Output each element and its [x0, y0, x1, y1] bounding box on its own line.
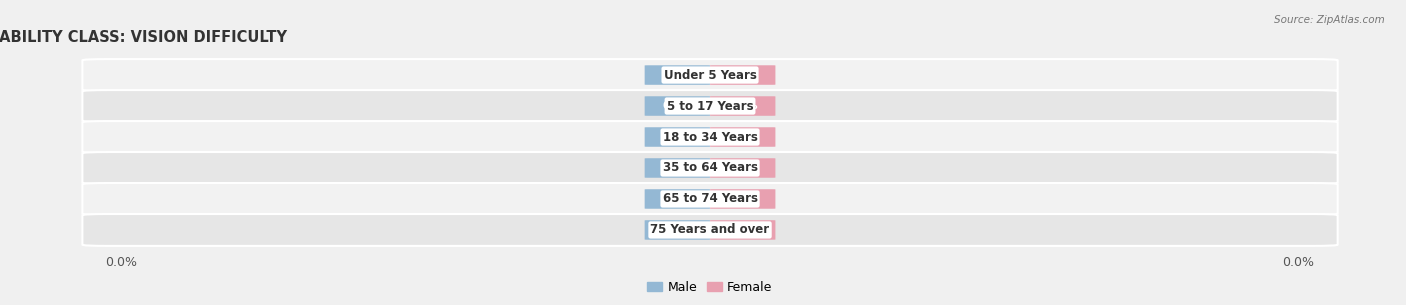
- FancyBboxPatch shape: [644, 127, 710, 147]
- FancyBboxPatch shape: [644, 158, 710, 178]
- FancyBboxPatch shape: [83, 90, 1337, 122]
- Text: 0.0%: 0.0%: [662, 101, 693, 111]
- FancyBboxPatch shape: [83, 183, 1337, 215]
- Text: 0.0%: 0.0%: [727, 194, 758, 204]
- Text: 0.0%: 0.0%: [662, 70, 693, 80]
- FancyBboxPatch shape: [644, 189, 710, 209]
- Legend: Male, Female: Male, Female: [643, 275, 778, 299]
- FancyBboxPatch shape: [710, 65, 776, 85]
- Text: 0.0%: 0.0%: [727, 163, 758, 173]
- Text: 0.0%: 0.0%: [662, 132, 693, 142]
- FancyBboxPatch shape: [710, 158, 776, 178]
- Text: 5 to 17 Years: 5 to 17 Years: [666, 99, 754, 113]
- Text: 0.0%: 0.0%: [662, 225, 693, 235]
- FancyBboxPatch shape: [644, 220, 710, 240]
- Text: 0.0%: 0.0%: [662, 163, 693, 173]
- Text: 18 to 34 Years: 18 to 34 Years: [662, 131, 758, 144]
- FancyBboxPatch shape: [83, 152, 1337, 184]
- FancyBboxPatch shape: [83, 121, 1337, 153]
- FancyBboxPatch shape: [644, 65, 710, 85]
- Text: DISABILITY CLASS: VISION DIFFICULTY: DISABILITY CLASS: VISION DIFFICULTY: [0, 30, 287, 45]
- Text: 0.0%: 0.0%: [727, 70, 758, 80]
- Text: 0.0%: 0.0%: [727, 225, 758, 235]
- FancyBboxPatch shape: [710, 220, 776, 240]
- Text: 35 to 64 Years: 35 to 64 Years: [662, 161, 758, 174]
- Text: Source: ZipAtlas.com: Source: ZipAtlas.com: [1274, 15, 1385, 25]
- Text: 75 Years and over: 75 Years and over: [651, 224, 769, 236]
- FancyBboxPatch shape: [83, 214, 1337, 246]
- FancyBboxPatch shape: [710, 189, 776, 209]
- FancyBboxPatch shape: [710, 127, 776, 147]
- FancyBboxPatch shape: [83, 59, 1337, 91]
- Text: 0.0%: 0.0%: [662, 194, 693, 204]
- FancyBboxPatch shape: [710, 96, 776, 116]
- Text: Under 5 Years: Under 5 Years: [664, 69, 756, 81]
- Text: 0.0%: 0.0%: [727, 101, 758, 111]
- Text: 0.0%: 0.0%: [727, 132, 758, 142]
- FancyBboxPatch shape: [644, 96, 710, 116]
- Text: 65 to 74 Years: 65 to 74 Years: [662, 192, 758, 206]
